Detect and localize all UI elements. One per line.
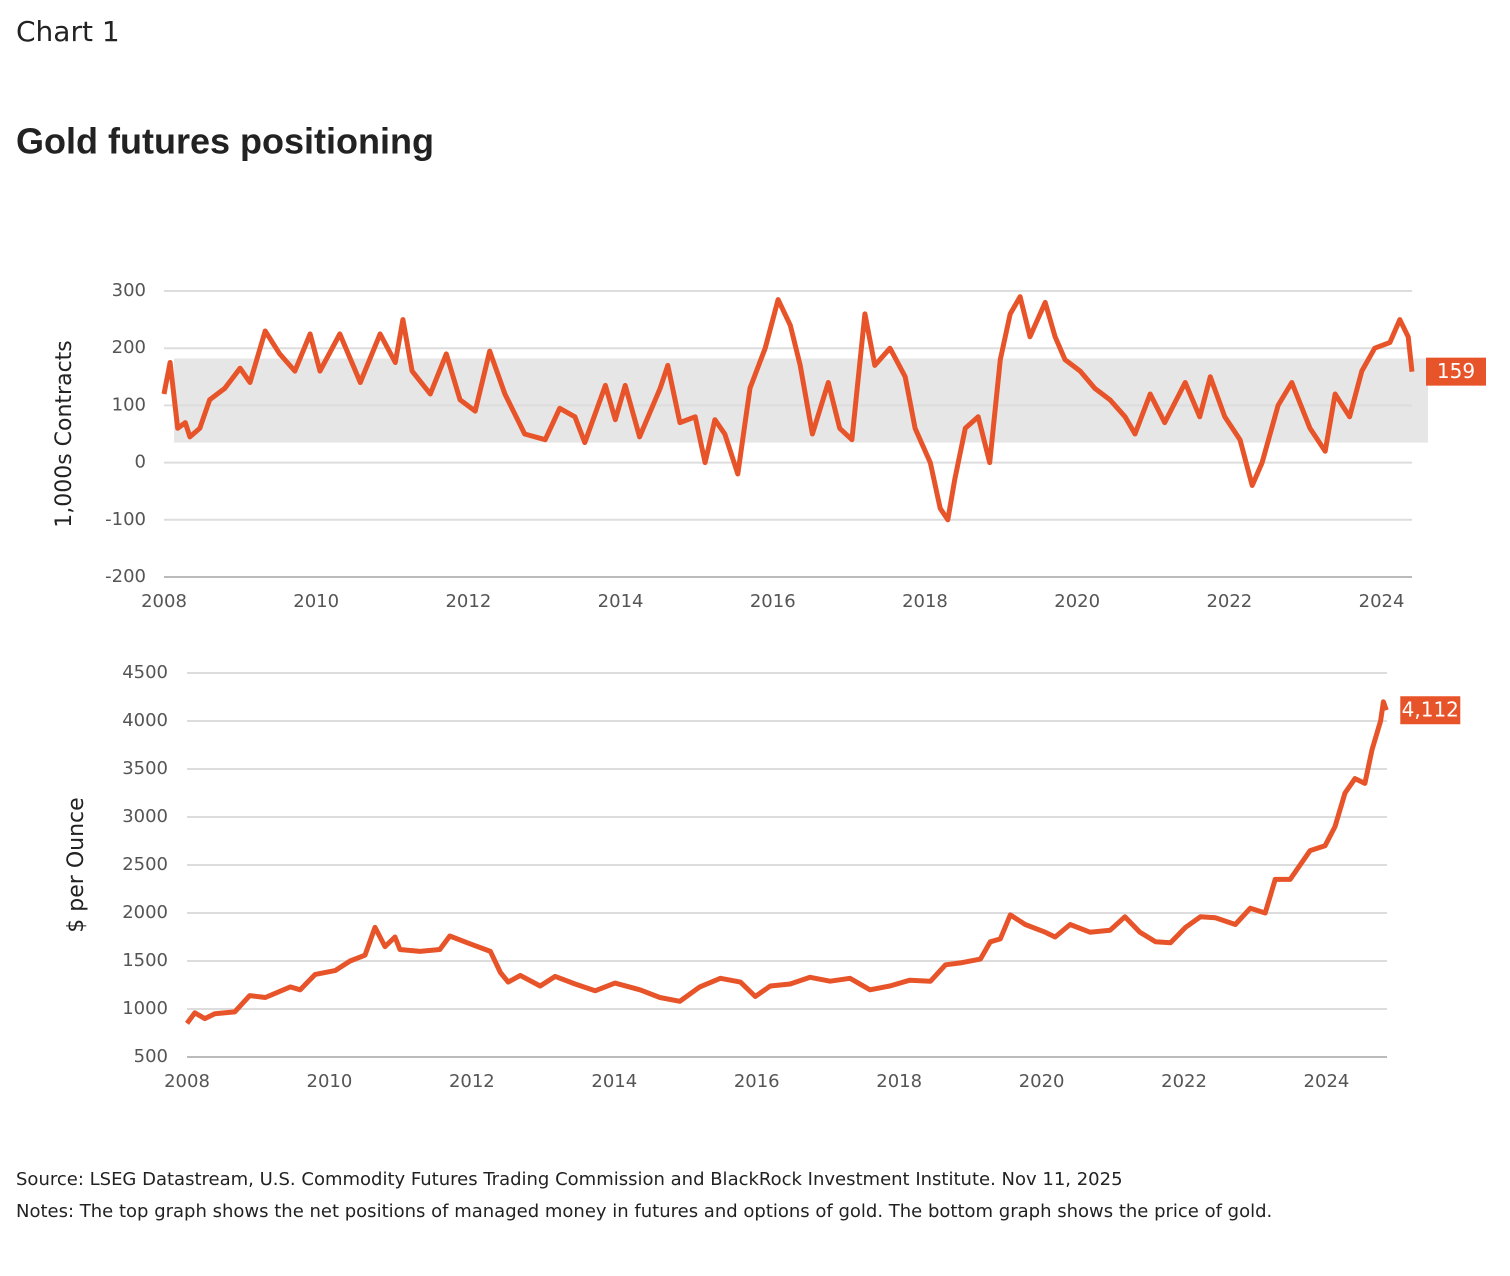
y-tick-label: 1500 (122, 950, 168, 971)
x-tick-label: 2014 (591, 1071, 637, 1092)
x-tick-label: 2020 (1054, 591, 1100, 612)
x-tick-label: 2018 (876, 1071, 922, 1092)
x-tick-label: 2014 (598, 591, 644, 612)
y-tick-label: 500 (134, 1046, 168, 1067)
x-tick-label: 2020 (1019, 1071, 1065, 1092)
y-tick-label: 3000 (122, 806, 168, 827)
x-tick-label: 2016 (750, 591, 796, 612)
y-axis-title: $ per Ounce (64, 797, 89, 932)
page-title: Gold futures positioning (16, 121, 434, 162)
x-tick-label: 2018 (902, 591, 948, 612)
y-tick-label: 3500 (122, 758, 168, 779)
source-note: Source: LSEG Datastream, U.S. Commodity … (16, 1169, 1123, 1190)
y-tick-label: -200 (105, 566, 146, 587)
y-tick-label: 2500 (122, 854, 168, 875)
y-tick-label: 300 (112, 280, 146, 301)
x-tick-label: 2024 (1359, 591, 1405, 612)
x-tick-label: 2024 (1304, 1071, 1350, 1092)
y-axis-title: 1,000s Contracts (52, 340, 77, 528)
end-label-box (1400, 696, 1461, 725)
y-tick-label: 2000 (122, 902, 168, 923)
y-tick-label: -100 (105, 509, 146, 530)
x-tick-label: 2012 (449, 1071, 495, 1092)
end-label: 4,112 (1402, 698, 1459, 722)
x-tick-label: 2010 (293, 591, 339, 612)
y-tick-label: 1000 (122, 998, 168, 1019)
y-tick-label: 4500 (122, 662, 168, 683)
data-line (184, 699, 1389, 1025)
end-label: 159 (1437, 359, 1475, 383)
y-tick-label: 4000 (122, 710, 168, 731)
y-tick-label: 200 (112, 337, 146, 358)
y-tick-label: 0 (135, 452, 146, 473)
x-tick-label: 2016 (734, 1071, 780, 1092)
x-tick-label: 2012 (445, 591, 491, 612)
chart-label: Chart 1 (16, 15, 120, 48)
x-tick-label: 2022 (1206, 591, 1252, 612)
x-tick-label: 2008 (141, 591, 187, 612)
end-label-box (1426, 357, 1486, 386)
x-tick-label: 2010 (307, 1071, 353, 1092)
x-tick-label: 2022 (1161, 1071, 1207, 1092)
x-tick-label: 2008 (164, 1071, 210, 1092)
y-tick-label: 100 (112, 394, 146, 415)
notes: Notes: The top graph shows the net posit… (16, 1201, 1272, 1222)
data-line (161, 294, 1415, 523)
